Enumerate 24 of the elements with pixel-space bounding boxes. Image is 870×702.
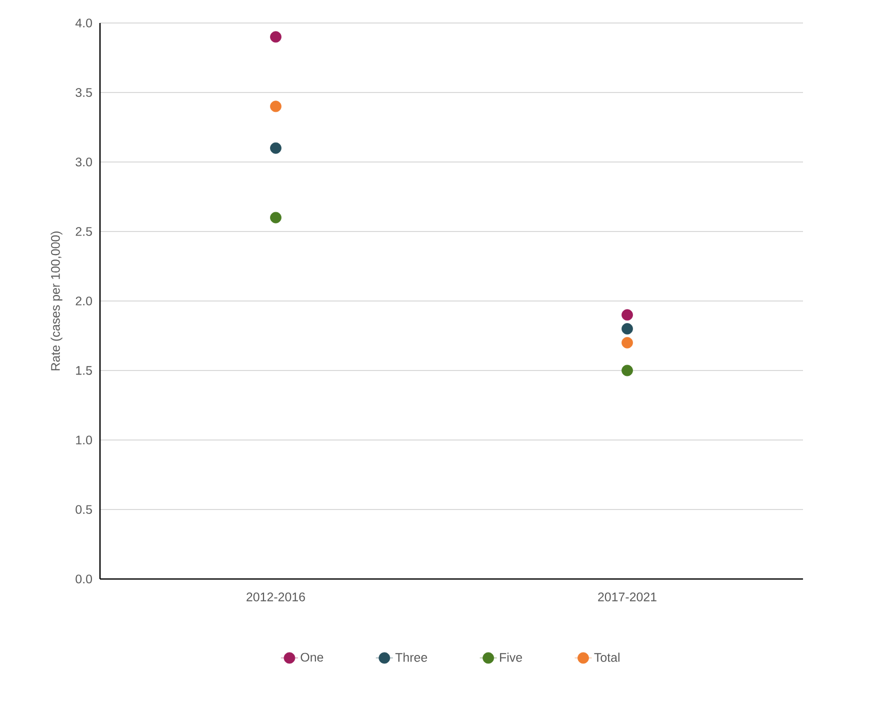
legend-label: Five <box>500 652 522 662</box>
point <box>270 142 282 154</box>
point <box>270 100 282 112</box>
y-tick-label: 4.0 <box>75 18 92 28</box>
point <box>622 337 633 348</box>
y-tick-label: 0.5 <box>76 505 92 514</box>
legend-label: Three <box>395 652 428 662</box>
point <box>270 212 282 224</box>
y-tick-label: 1.0 <box>76 436 92 444</box>
point <box>622 364 633 376</box>
y-tick-label: 3.0 <box>76 158 92 166</box>
x-tick-label: 2012-2016 <box>246 592 305 602</box>
y-axis-title: Rate (cases per 100,000) <box>50 232 62 370</box>
y-tick-label: 1.5 <box>76 366 92 375</box>
y-tick-label: 3.5 <box>76 88 92 97</box>
legend-label: One <box>300 652 324 662</box>
x-tick-label: 2017-2021 <box>598 592 656 602</box>
point <box>622 323 633 334</box>
y-tick-label: 2.5 <box>76 227 92 236</box>
y-tick-label: 0.0 <box>76 574 92 584</box>
legend-label: Total <box>594 652 620 662</box>
point <box>622 309 633 321</box>
y-tick-label: 2.0 <box>76 296 92 306</box>
point <box>270 31 282 43</box>
